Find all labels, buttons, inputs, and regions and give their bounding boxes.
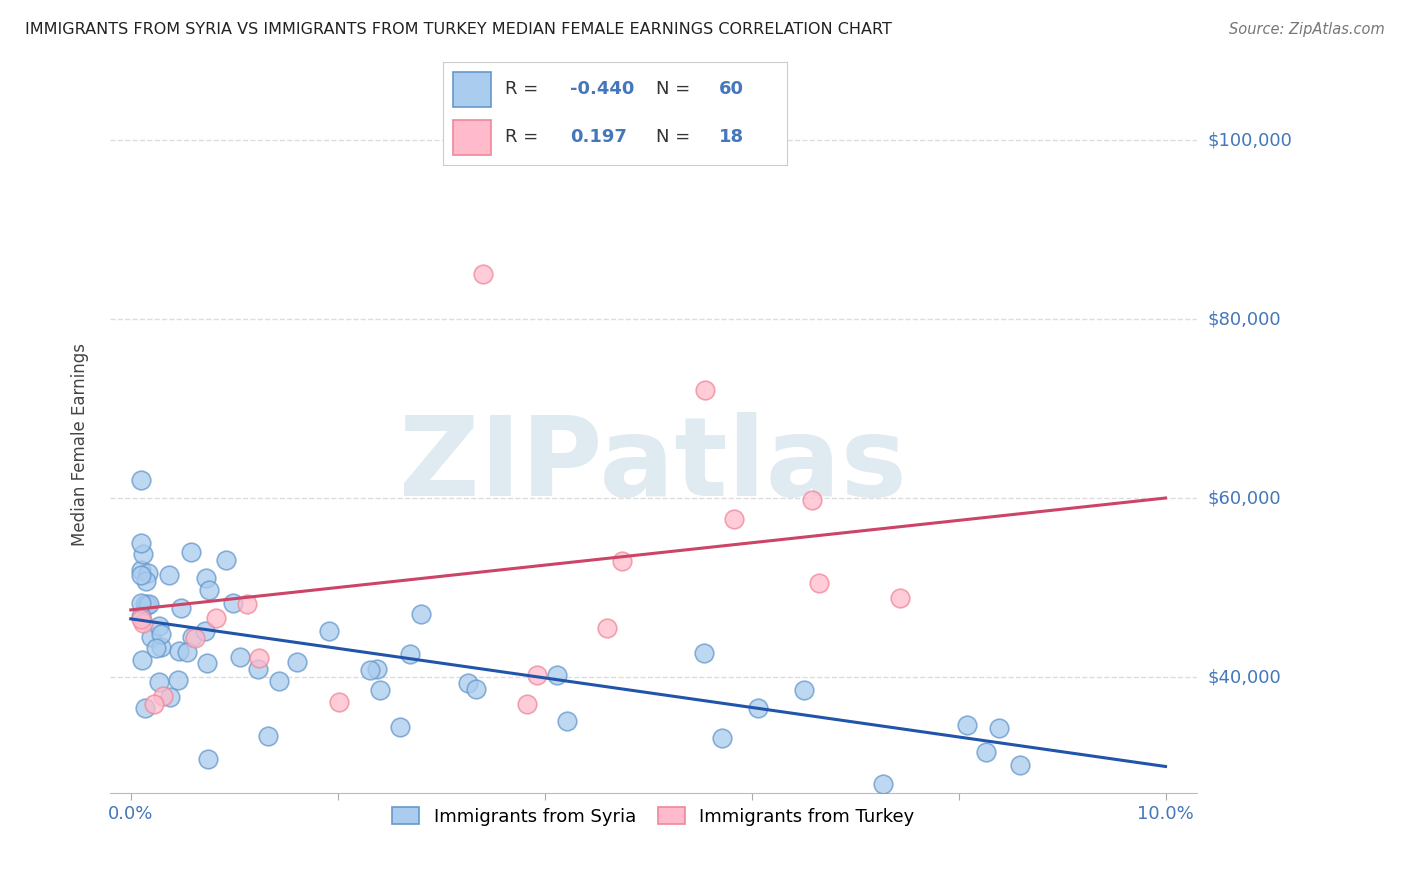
Point <box>229 650 252 665</box>
Point <box>197 752 219 766</box>
Point <box>134 597 156 611</box>
Point <box>807 576 830 591</box>
Point <box>801 493 824 508</box>
Point <box>215 552 238 566</box>
Text: $80,000: $80,000 <box>1208 310 1281 328</box>
Point <box>142 697 165 711</box>
Point <box>328 696 350 710</box>
Point <box>516 697 538 711</box>
Point <box>132 615 155 630</box>
Point <box>526 668 548 682</box>
Point <box>222 596 245 610</box>
Text: 60: 60 <box>718 80 744 98</box>
Bar <box>453 71 491 106</box>
Point <box>889 591 911 605</box>
Legend: Immigrants from Syria, Immigrants from Turkey: Immigrants from Syria, Immigrants from T… <box>385 800 922 833</box>
Point <box>167 644 190 658</box>
Point <box>129 563 152 577</box>
Point <box>176 644 198 658</box>
Point <box>318 624 340 638</box>
Text: R =: R = <box>505 80 538 98</box>
Point <box>149 640 172 654</box>
Point <box>166 673 188 687</box>
Text: $100,000: $100,000 <box>1208 131 1292 149</box>
Point <box>793 682 815 697</box>
Text: IMMIGRANTS FROM SYRIA VS IMMIGRANTS FROM TURKEY MEDIAN FEMALE EARNINGS CORRELATI: IMMIGRANTS FROM SYRIA VS IMMIGRANTS FROM… <box>25 22 893 37</box>
Point <box>457 676 479 690</box>
Point <box>247 651 270 665</box>
Text: N =: N = <box>657 80 690 98</box>
Point <box>139 630 162 644</box>
Point <box>134 700 156 714</box>
Point <box>159 690 181 705</box>
Point <box>195 571 218 585</box>
Point <box>170 601 193 615</box>
Point <box>723 511 745 525</box>
Point <box>471 267 494 281</box>
Point <box>136 598 159 612</box>
Point <box>398 647 420 661</box>
Point <box>464 681 486 696</box>
Point <box>872 777 894 791</box>
Point <box>692 646 714 660</box>
Point <box>131 653 153 667</box>
Point <box>148 619 170 633</box>
Point <box>976 746 998 760</box>
Text: $60,000: $60,000 <box>1208 489 1281 507</box>
Point <box>152 690 174 704</box>
Point <box>388 720 411 734</box>
Point <box>148 674 170 689</box>
Point <box>149 627 172 641</box>
Point <box>285 655 308 669</box>
Point <box>157 567 180 582</box>
Text: R =: R = <box>505 128 538 146</box>
Text: Source: ZipAtlas.com: Source: ZipAtlas.com <box>1229 22 1385 37</box>
Point <box>596 621 619 635</box>
Point <box>181 630 204 644</box>
Point <box>180 544 202 558</box>
Point <box>198 582 221 597</box>
Text: 0.197: 0.197 <box>571 128 627 146</box>
Point <box>184 631 207 645</box>
Text: -0.440: -0.440 <box>571 80 634 98</box>
Point <box>129 473 152 487</box>
Point <box>546 668 568 682</box>
Point <box>368 682 391 697</box>
Point <box>129 609 152 624</box>
Point <box>409 607 432 622</box>
Point <box>129 536 152 550</box>
Point <box>610 554 633 568</box>
Bar <box>453 120 491 155</box>
Point <box>132 547 155 561</box>
Point <box>1008 758 1031 772</box>
Point <box>129 568 152 582</box>
Point <box>366 662 388 676</box>
Point <box>236 597 259 611</box>
Text: $40,000: $40,000 <box>1208 668 1281 686</box>
Point <box>129 611 152 625</box>
Point <box>555 714 578 728</box>
Text: ZIPatlas: ZIPatlas <box>399 412 907 519</box>
Y-axis label: Median Female Earnings: Median Female Earnings <box>72 343 89 546</box>
Text: N =: N = <box>657 128 690 146</box>
Point <box>194 624 217 639</box>
Point <box>359 663 381 677</box>
Point <box>145 641 167 656</box>
Point <box>956 718 979 732</box>
Point <box>267 674 290 689</box>
Point <box>256 729 278 743</box>
Point <box>135 574 157 588</box>
Point <box>129 596 152 610</box>
Point <box>711 731 734 745</box>
Point <box>205 610 228 624</box>
Point <box>987 721 1010 735</box>
Point <box>693 384 716 398</box>
Point <box>195 656 218 670</box>
Point <box>247 662 270 676</box>
Text: 18: 18 <box>718 128 744 146</box>
Point <box>136 566 159 581</box>
Point <box>138 597 160 611</box>
Point <box>747 701 769 715</box>
